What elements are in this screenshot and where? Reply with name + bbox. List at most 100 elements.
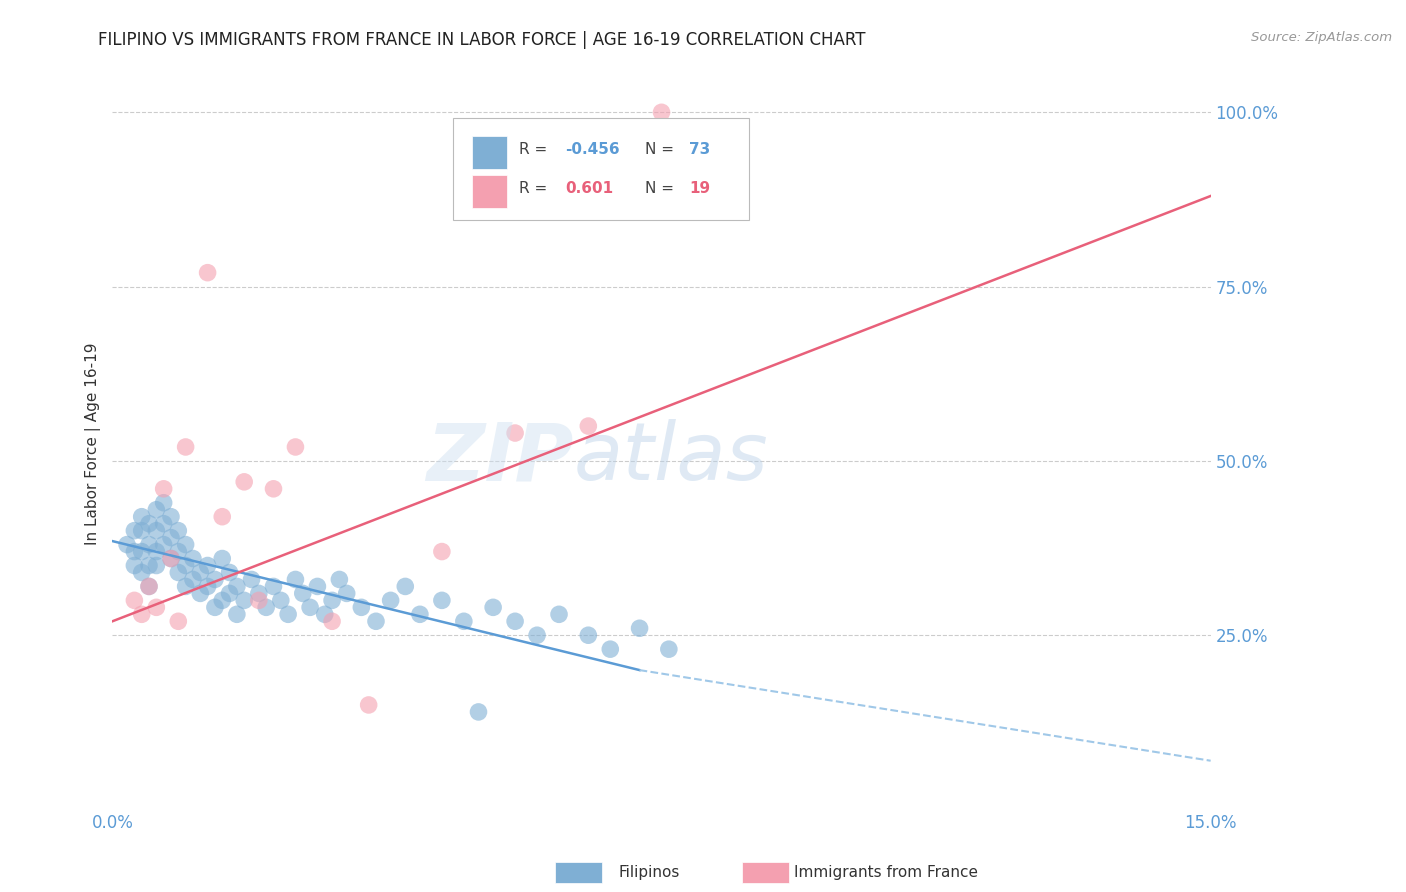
Point xyxy=(328,573,350,587)
Point xyxy=(453,615,475,629)
Point xyxy=(321,615,343,629)
Point xyxy=(380,593,402,607)
Text: R =: R = xyxy=(519,142,553,157)
Point xyxy=(394,579,416,593)
Point xyxy=(225,607,247,622)
Point xyxy=(167,544,190,558)
Point xyxy=(188,586,211,600)
Point xyxy=(651,105,673,120)
Point xyxy=(145,600,167,615)
FancyBboxPatch shape xyxy=(471,136,506,169)
Point xyxy=(174,440,197,454)
Point xyxy=(145,502,167,516)
Text: Immigrants from France: Immigrants from France xyxy=(794,865,979,880)
Point xyxy=(167,524,190,538)
Point xyxy=(503,615,526,629)
Text: R =: R = xyxy=(519,181,557,196)
Point xyxy=(263,482,285,496)
Point xyxy=(131,607,153,622)
Text: atlas: atlas xyxy=(574,419,769,497)
Point xyxy=(548,607,571,622)
Text: ZIP: ZIP xyxy=(426,419,574,497)
Point xyxy=(284,440,307,454)
Point xyxy=(152,516,174,531)
Point xyxy=(124,593,146,607)
Point xyxy=(240,573,263,587)
Point xyxy=(364,615,387,629)
Point xyxy=(254,600,277,615)
Point xyxy=(430,544,453,558)
Point xyxy=(160,509,183,524)
Point xyxy=(131,524,153,538)
Point xyxy=(138,516,160,531)
Point xyxy=(599,642,621,657)
Point xyxy=(299,600,322,615)
Point xyxy=(233,593,256,607)
Point xyxy=(658,642,681,657)
Point xyxy=(160,551,183,566)
Point xyxy=(131,566,153,580)
Point xyxy=(188,566,211,580)
Point xyxy=(270,593,292,607)
Point xyxy=(314,607,336,622)
Point xyxy=(152,496,174,510)
FancyBboxPatch shape xyxy=(471,175,506,208)
Text: 73: 73 xyxy=(689,142,710,157)
Point xyxy=(284,573,307,587)
Point xyxy=(233,475,256,489)
Point xyxy=(628,621,651,635)
Point xyxy=(197,266,219,280)
Point xyxy=(174,538,197,552)
Point xyxy=(197,579,219,593)
Text: FILIPINO VS IMMIGRANTS FROM FRANCE IN LABOR FORCE | AGE 16-19 CORRELATION CHART: FILIPINO VS IMMIGRANTS FROM FRANCE IN LA… xyxy=(98,31,866,49)
Point xyxy=(124,524,146,538)
Point xyxy=(218,566,240,580)
Point xyxy=(357,698,380,712)
Point xyxy=(115,538,138,552)
Point xyxy=(263,579,285,593)
Point xyxy=(160,551,183,566)
Point xyxy=(576,419,599,434)
Point xyxy=(225,579,247,593)
Point xyxy=(174,579,197,593)
Text: 0.601: 0.601 xyxy=(565,181,613,196)
Point xyxy=(181,551,204,566)
Point xyxy=(218,586,240,600)
Point xyxy=(277,607,299,622)
Point xyxy=(321,593,343,607)
Point xyxy=(482,600,505,615)
Point xyxy=(131,509,153,524)
Point xyxy=(247,586,270,600)
Point xyxy=(409,607,432,622)
FancyBboxPatch shape xyxy=(453,118,749,220)
Point xyxy=(138,558,160,573)
Point xyxy=(145,544,167,558)
Point xyxy=(204,573,226,587)
Text: N =: N = xyxy=(645,181,679,196)
Point xyxy=(167,566,190,580)
Point xyxy=(576,628,599,642)
Point xyxy=(160,531,183,545)
Point xyxy=(336,586,359,600)
Point xyxy=(291,586,314,600)
Point xyxy=(138,579,160,593)
Point xyxy=(131,544,153,558)
Point xyxy=(430,593,453,607)
Point xyxy=(211,551,233,566)
Point xyxy=(211,509,233,524)
Point xyxy=(526,628,548,642)
Point xyxy=(307,579,329,593)
Point xyxy=(138,579,160,593)
Point xyxy=(181,573,204,587)
Point xyxy=(152,482,174,496)
Point xyxy=(124,544,146,558)
Point xyxy=(350,600,373,615)
Text: N =: N = xyxy=(645,142,679,157)
Point xyxy=(211,593,233,607)
Text: Source: ZipAtlas.com: Source: ZipAtlas.com xyxy=(1251,31,1392,45)
Point xyxy=(152,538,174,552)
Point xyxy=(167,615,190,629)
Point xyxy=(174,558,197,573)
Point xyxy=(503,425,526,440)
Point xyxy=(467,705,489,719)
